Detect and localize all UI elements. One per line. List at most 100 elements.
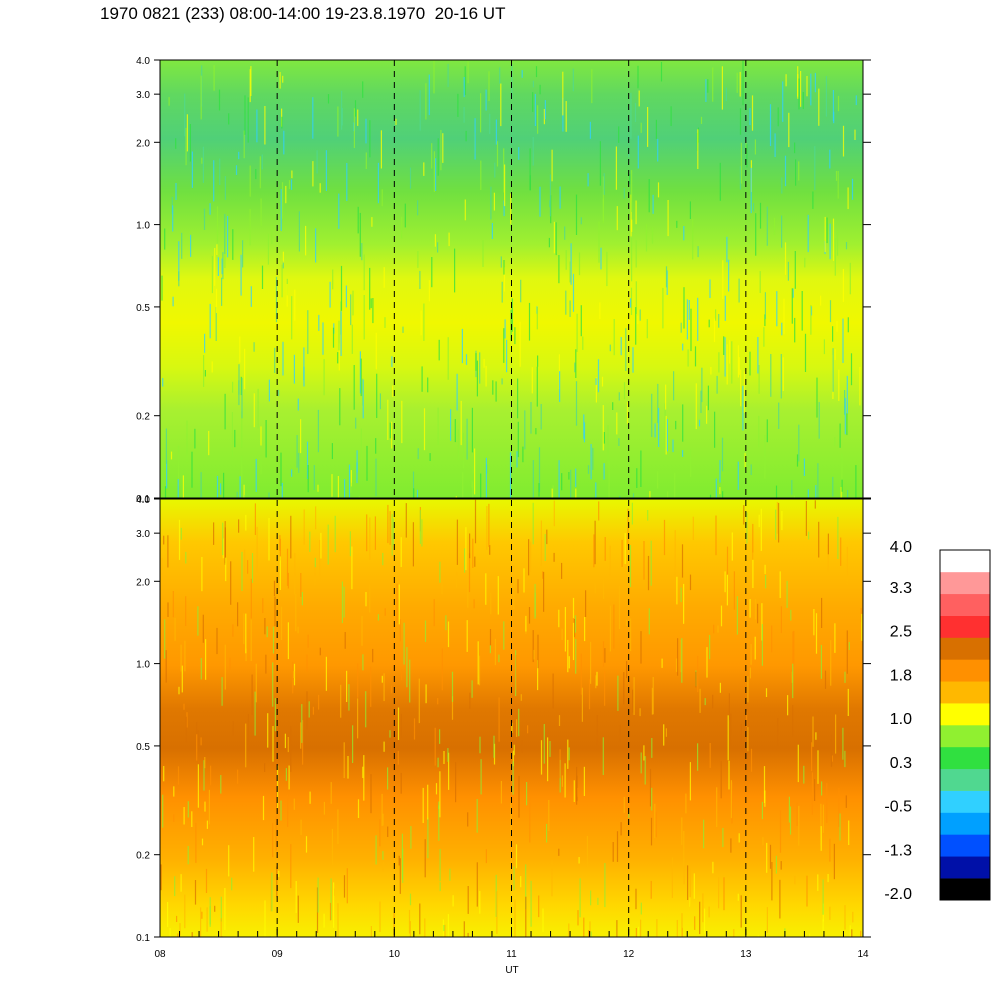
y-tick-label: 2.0 (136, 138, 150, 149)
texture-streak (855, 95, 857, 106)
texture-streak (650, 880, 652, 899)
texture-streak (401, 216, 403, 239)
texture-streak (462, 472, 464, 498)
texture-streak (256, 526, 258, 573)
texture-streak (434, 234, 436, 247)
texture-streak (797, 744, 799, 783)
texture-streak (213, 522, 215, 545)
texture-streak (503, 200, 505, 217)
texture-streak (764, 314, 766, 327)
colorbar-swatch (940, 703, 990, 726)
texture-streak (333, 882, 335, 928)
texture-streak (257, 388, 259, 429)
texture-streak (503, 267, 506, 292)
texture-streak (318, 314, 320, 331)
texture-streak (780, 606, 782, 634)
texture-streak (447, 914, 449, 937)
texture-streak (771, 625, 773, 653)
texture-streak (467, 886, 469, 914)
texture-streak (500, 781, 502, 804)
texture-streak (749, 351, 751, 376)
texture-streak (249, 165, 251, 197)
texture-streak (574, 362, 576, 373)
texture-streak (757, 337, 759, 374)
texture-streak (363, 295, 365, 340)
texture-streak (295, 594, 297, 632)
texture-streak (480, 473, 482, 498)
texture-streak (200, 75, 202, 120)
texture-streak (377, 614, 379, 621)
colorbar-swatch (940, 746, 990, 770)
texture-streak (538, 447, 541, 492)
texture-streak (630, 618, 632, 652)
texture-streak (787, 695, 789, 716)
texture-streak (337, 106, 339, 137)
texture-streak (404, 203, 406, 228)
texture-streak (794, 142, 796, 154)
texture-streak (689, 868, 691, 907)
texture-streak (740, 369, 742, 407)
texture-streak (382, 862, 384, 872)
texture-streak (535, 66, 538, 78)
texture-streak (309, 791, 311, 804)
texture-streak (272, 822, 274, 858)
texture-streak (775, 485, 778, 498)
texture-streak (615, 146, 617, 190)
texture-streak (309, 531, 311, 552)
texture-streak (168, 97, 170, 106)
texture-streak (370, 666, 372, 707)
texture-streak (439, 849, 441, 882)
texture-streak (451, 696, 454, 720)
texture-streak (537, 660, 539, 691)
y-tick-label: 4.0 (136, 56, 150, 67)
texture-streak (640, 919, 642, 937)
texture-streak (737, 345, 739, 378)
texture-streak (218, 89, 221, 111)
texture-streak (602, 405, 604, 451)
texture-streak (447, 621, 450, 648)
texture-streak (851, 929, 853, 937)
texture-streak (720, 605, 723, 627)
texture-streak (403, 622, 405, 665)
texture-streak (447, 748, 449, 762)
texture-streak (644, 756, 646, 785)
texture-streak (353, 108, 355, 148)
texture-streak (217, 257, 219, 276)
texture-streak (256, 109, 258, 143)
texture-streak (651, 393, 653, 437)
texture-streak (522, 446, 524, 463)
texture-streak (479, 736, 481, 754)
texture-streak (467, 812, 469, 827)
texture-streak (294, 553, 296, 595)
texture-streak (834, 437, 836, 447)
texture-streak (715, 478, 717, 498)
texture-streak (846, 413, 848, 436)
texture-streak (210, 765, 212, 786)
texture-streak (178, 271, 180, 287)
y-tick-label: 0.5 (136, 742, 150, 753)
texture-streak (370, 774, 372, 814)
texture-streak (596, 671, 598, 686)
texture-streak (589, 121, 591, 139)
texture-streak (399, 619, 401, 642)
texture-streak (737, 461, 739, 490)
texture-streak (561, 775, 563, 787)
texture-streak (631, 238, 633, 282)
texture-streak (755, 213, 757, 256)
texture-streak (849, 925, 851, 937)
texture-streak (169, 928, 171, 937)
texture-streak (618, 585, 621, 629)
texture-streak (427, 784, 429, 820)
texture-streak (618, 126, 620, 143)
texture-streak (421, 366, 423, 392)
texture-streak (838, 369, 840, 401)
texture-streak (803, 458, 805, 476)
texture-streak (467, 61, 469, 84)
texture-streak (260, 198, 262, 227)
texture-streak (338, 343, 340, 371)
texture-streak (165, 650, 167, 683)
texture-streak (670, 106, 672, 126)
texture-streak (250, 286, 252, 307)
texture-streak (842, 125, 845, 157)
